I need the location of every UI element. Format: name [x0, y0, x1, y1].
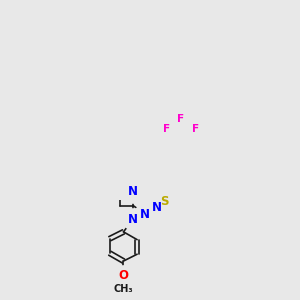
Text: CH₃: CH₃: [114, 284, 133, 294]
Text: N: N: [140, 208, 150, 221]
Text: F: F: [192, 124, 199, 134]
Text: F: F: [163, 124, 170, 134]
Text: N: N: [128, 185, 138, 198]
Text: N: N: [128, 213, 138, 226]
Text: O: O: [118, 269, 128, 282]
Text: F: F: [177, 114, 184, 124]
Text: N: N: [152, 201, 162, 214]
Text: S: S: [160, 195, 169, 208]
